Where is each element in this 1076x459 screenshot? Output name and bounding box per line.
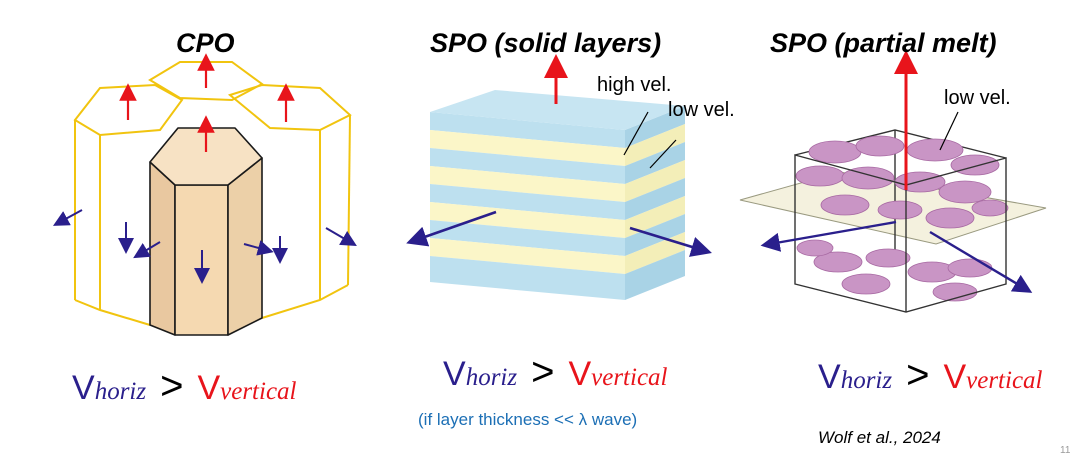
formula-partial-melt: Vhoriz > Vvertical: [818, 355, 1043, 395]
v-vertical: Vvertical: [197, 369, 297, 407]
v-horiz: Vhoriz: [443, 355, 518, 393]
greater-than: >: [160, 364, 184, 408]
formula-solid-layers: Vhoriz > Vvertical: [443, 352, 668, 392]
v-horiz: Vhoriz: [72, 369, 147, 407]
label-high-vel: high vel.: [597, 74, 672, 96]
label-low-vel-layers: low vel.: [668, 99, 735, 121]
label-low-vel-melt: low vel.: [944, 87, 1011, 109]
solid-layers-diagram: [406, 54, 712, 300]
panel-title-partial-melt: SPO (partial melt): [770, 28, 997, 58]
greater-than: >: [906, 353, 930, 397]
panel-title-solid-layers: SPO (solid layers): [430, 28, 662, 58]
layer-thickness-note: (if layer thickness << λ wave): [418, 410, 638, 429]
page-number: 11: [1060, 445, 1071, 456]
greater-than: >: [531, 350, 555, 394]
formula-cpo: Vhoriz > Vvertical: [72, 366, 297, 406]
v-vertical: Vvertical: [568, 355, 668, 393]
panel-title-cpo: CPO: [176, 28, 235, 58]
cpo-crystal-diagram: [52, 53, 357, 336]
v-horiz: Vhoriz: [818, 358, 893, 396]
v-vertical: Vvertical: [943, 358, 1043, 396]
citation: Wolf et al., 2024: [818, 428, 941, 447]
partial-melt-diagram: [739, 50, 1047, 313]
